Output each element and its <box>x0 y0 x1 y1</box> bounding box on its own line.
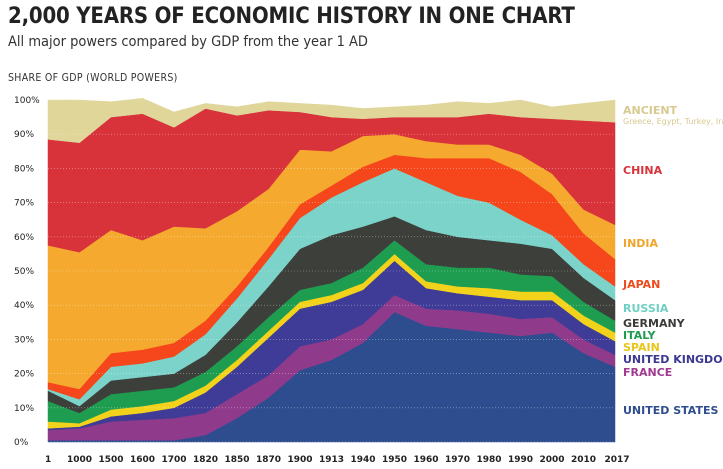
area-layer <box>47 98 616 443</box>
x-tick-label: 1970 <box>445 455 470 465</box>
x-tick-label: 1700 <box>161 455 186 465</box>
legend-germany: GERMANY <box>623 317 686 330</box>
x-tick-label: 2000 <box>539 455 564 465</box>
legend-ancient: ANCIENT <box>623 104 678 117</box>
x-tick-label: 1940 <box>350 455 375 465</box>
x-tick-label: 1950 <box>382 455 407 465</box>
legend-ancient-subtitle: Greece, Egypt, Turkey, Iran <box>623 117 723 126</box>
x-tick-labels: 1 1000 1500 1600 1700 1820 1850 1870 1900 1913 194… <box>45 455 630 465</box>
y-tick-label: 70% <box>14 199 34 209</box>
x-tick-label: 1960 <box>413 455 438 465</box>
y-tick-label: 50% <box>14 267 34 277</box>
legend-japan: JAPAN <box>622 278 660 291</box>
y-tick-label: 20% <box>14 370 34 380</box>
legend-italy: ITALY <box>623 329 657 342</box>
x-tick-label: 1850 <box>224 455 249 465</box>
legend-united-states: UNITED STATES <box>623 404 718 417</box>
x-tick-label: 1900 <box>287 455 312 465</box>
legend-russia: RUSSIA <box>623 302 669 315</box>
y-tick-label: 40% <box>14 301 34 311</box>
legend-united-kingdom: UNITED KINGDOM <box>623 353 723 366</box>
chart-title: 2,000 YEARS OF ECONOMIC HISTORY IN ONE C… <box>8 4 575 29</box>
x-tick-label: 2010 <box>571 455 596 465</box>
chart-subtitle: All major powers compared by GDP from th… <box>8 34 368 50</box>
y-tick-label: 90% <box>14 130 34 140</box>
y-tick-label: 30% <box>14 335 34 345</box>
y-tick-label: 60% <box>14 233 34 243</box>
x-tick-label: 1913 <box>319 455 344 465</box>
legend-china: CHINA <box>623 164 663 177</box>
legend-france: FRANCE <box>623 366 672 379</box>
x-tick-label: 1820 <box>193 455 218 465</box>
y-tick-label: 80% <box>14 164 34 174</box>
x-tick-label: 1000 <box>67 455 92 465</box>
x-tick-label: 2017 <box>604 455 629 465</box>
area-ancient <box>47 98 616 144</box>
y-tick-label: 100% <box>14 96 40 106</box>
legend-india: INDIA <box>623 237 659 250</box>
x-tick-label: 1500 <box>98 455 123 465</box>
x-tick-label: 1 <box>45 455 51 465</box>
x-tick-label: 1990 <box>508 455 533 465</box>
x-tick-label: 1980 <box>476 455 501 465</box>
x-tick-label: 1600 <box>130 455 155 465</box>
y-tick-labels: 0% 10% 20% 30% 40% 50% 60% 70% 80% 90% 100% <box>14 96 40 448</box>
legend-spain: SPAIN <box>623 341 660 354</box>
x-tick-label: 1870 <box>256 455 281 465</box>
y-tick-label: 0% <box>14 438 29 448</box>
y-tick-label: 10% <box>14 404 34 414</box>
y-axis-label: SHARE OF GDP (WORLD POWERS) <box>8 72 178 84</box>
